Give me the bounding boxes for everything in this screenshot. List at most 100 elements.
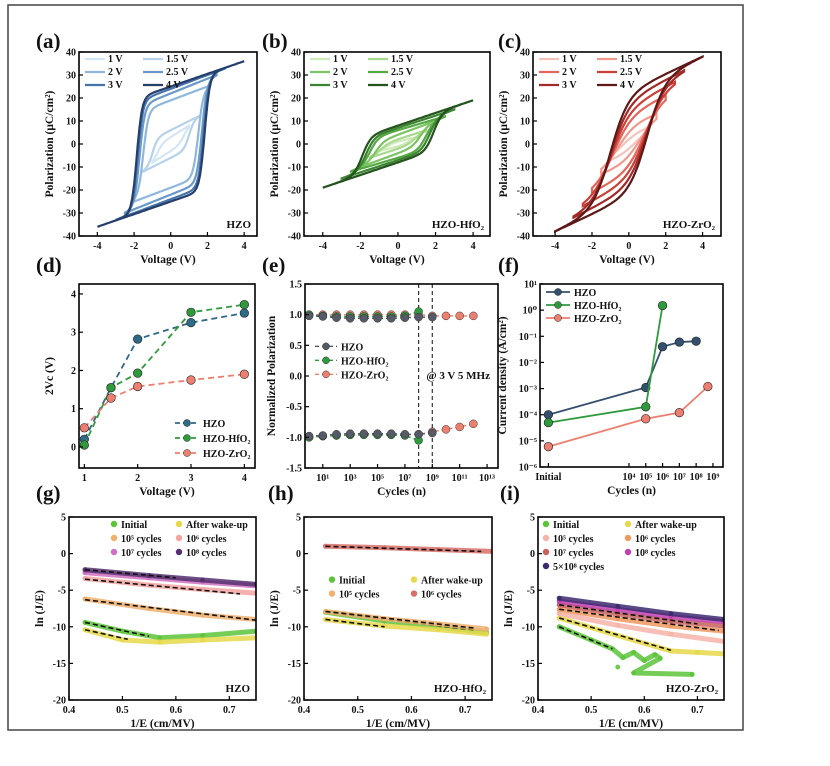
legend-label: HZO-ZrO₂ (203, 449, 250, 460)
y-tick-label: 2 (71, 366, 76, 377)
legend-label: HZO (574, 288, 596, 299)
data-point (239, 300, 249, 310)
legend-label: Initial (553, 520, 579, 531)
data-point (441, 311, 451, 321)
data-point (428, 312, 437, 322)
y-tick-label: -20 (288, 696, 301, 707)
sample-label: HZO (227, 219, 252, 231)
x-tick-label: 0.5 (351, 705, 364, 716)
legend-label: After wake-up (421, 576, 483, 587)
y-tick-label: -30 (517, 209, 530, 220)
y-tick-label: -20 (53, 696, 66, 707)
hysteresis-loop-1.5V (368, 128, 428, 160)
legend-marker (175, 534, 183, 542)
y-tick-label: -40 (63, 232, 76, 243)
x-tick-label: 0.7 (691, 705, 704, 716)
legend-marker (624, 520, 632, 528)
y-tick-label: 40 (66, 48, 76, 59)
x-tick-label: -2 (356, 241, 364, 252)
legend-label: 10⁶ cycles (421, 590, 462, 601)
x-tick-label: 0.6 (170, 705, 183, 716)
x-tick-label: 0 (395, 241, 400, 252)
plot-frame (539, 283, 724, 468)
legend-marker (183, 449, 191, 457)
y-tick-label: 30 (291, 71, 301, 82)
data-point (674, 337, 684, 347)
x-axis-label: 1/E (cm/MV) (130, 718, 194, 730)
y-tick-label: -5 (527, 586, 535, 597)
data-point (641, 414, 651, 424)
panel-i: (i) 0.4 0.5 0.6 0.7 -20 -15 -10 -5 0 5 1/E (cm/MV) l… (500, 481, 725, 730)
legend-label: After wake-up (635, 520, 697, 531)
plot-frame (537, 516, 725, 701)
data-point (186, 318, 196, 328)
hysteresis-loop-2.5V (123, 73, 218, 215)
data-point (703, 381, 713, 392)
plot-area (82, 567, 256, 645)
series-line (309, 315, 433, 320)
y-tick-label: 30 (520, 71, 530, 82)
data-point (674, 408, 684, 418)
y-tick-label: 4 (71, 289, 76, 300)
legend-label: After wake-up (186, 520, 248, 531)
series-line (548, 385, 709, 448)
legend-label: 1.5 V (166, 54, 189, 65)
y-tick-label: -15 (522, 659, 535, 670)
x-tick-label: 0.4 (298, 705, 311, 716)
y-tick-label: -10 (63, 163, 76, 174)
data-point (133, 368, 143, 378)
hysteresis-loop-4V (97, 60, 245, 228)
x-tick-label: 10¹¹ (452, 473, 468, 484)
legend-marker (624, 534, 632, 542)
data-point (332, 430, 341, 439)
hysteresis-loop-1.5V (142, 114, 200, 174)
panel-e: (e) 10¹ 10³ 10⁵ 10⁷ 10⁹ 10¹¹ 10¹³ -1.5 -1.0 -0.5 0.… (262, 253, 499, 498)
legend-marker (554, 301, 562, 309)
x-tick-label: 10⁶ (656, 472, 669, 483)
legend-label: HZO-HfO₂ (341, 356, 388, 367)
x-tick-label: 3 (189, 473, 194, 484)
y-tick-label: 0.0 (290, 372, 303, 383)
data-point (373, 429, 382, 438)
data-point (186, 307, 196, 317)
panel-h: (h) 0.4 0.5 0.6 0.7 -20 -15 -10 -5 0 5 1/E (cm/MV) l… (268, 481, 493, 730)
y-tick-label: 5 (61, 513, 66, 524)
y-tick-label: 40 (520, 48, 530, 59)
legend-label: 10⁵ cycles (339, 590, 380, 601)
legend-label: HZO-HfO₂ (574, 301, 621, 312)
legend-label: HZO (203, 419, 225, 430)
data-point (318, 312, 328, 321)
hysteresis-loop-2.5V (349, 114, 446, 174)
y-tick-label: 0 (71, 442, 76, 453)
data-point (657, 300, 668, 311)
x-tick-label: 0.6 (638, 705, 651, 716)
y-tick-label: 10⁻² (519, 358, 537, 369)
data-point (615, 622, 621, 628)
y-tick-label: 0 (71, 140, 76, 151)
data-point (359, 429, 369, 438)
figure-frame (7, 4, 744, 731)
legend-label: 10⁵ cycles (121, 534, 162, 545)
y-tick-label: 20 (66, 94, 76, 105)
y-tick-label: -10 (517, 163, 530, 174)
x-tick-label: 0.7 (459, 705, 472, 716)
data-point (305, 431, 314, 441)
legend-label: 10⁸ cycles (635, 548, 676, 559)
legend-marker (110, 520, 118, 528)
y-tick-label: -5 (293, 586, 301, 597)
x-tick-label: 10¹ (316, 473, 329, 484)
x-tick-label: 0 (626, 241, 631, 252)
data-point (543, 410, 553, 420)
x-tick-label: 10⁴ (622, 472, 635, 483)
x-tick-label: 10⁵ (639, 472, 652, 483)
data-point (305, 311, 314, 321)
legend-label: 10⁵ cycles (553, 534, 594, 545)
legend-label: 4 V (620, 80, 635, 91)
panel-letter: (h) (268, 481, 294, 505)
data-point (345, 429, 355, 438)
y-axis-label: ln (J/E) (503, 590, 515, 627)
data-point (657, 655, 663, 661)
y-tick-label: 1.0 (290, 310, 303, 321)
y-tick-label: 10⁻⁴ (519, 410, 537, 421)
